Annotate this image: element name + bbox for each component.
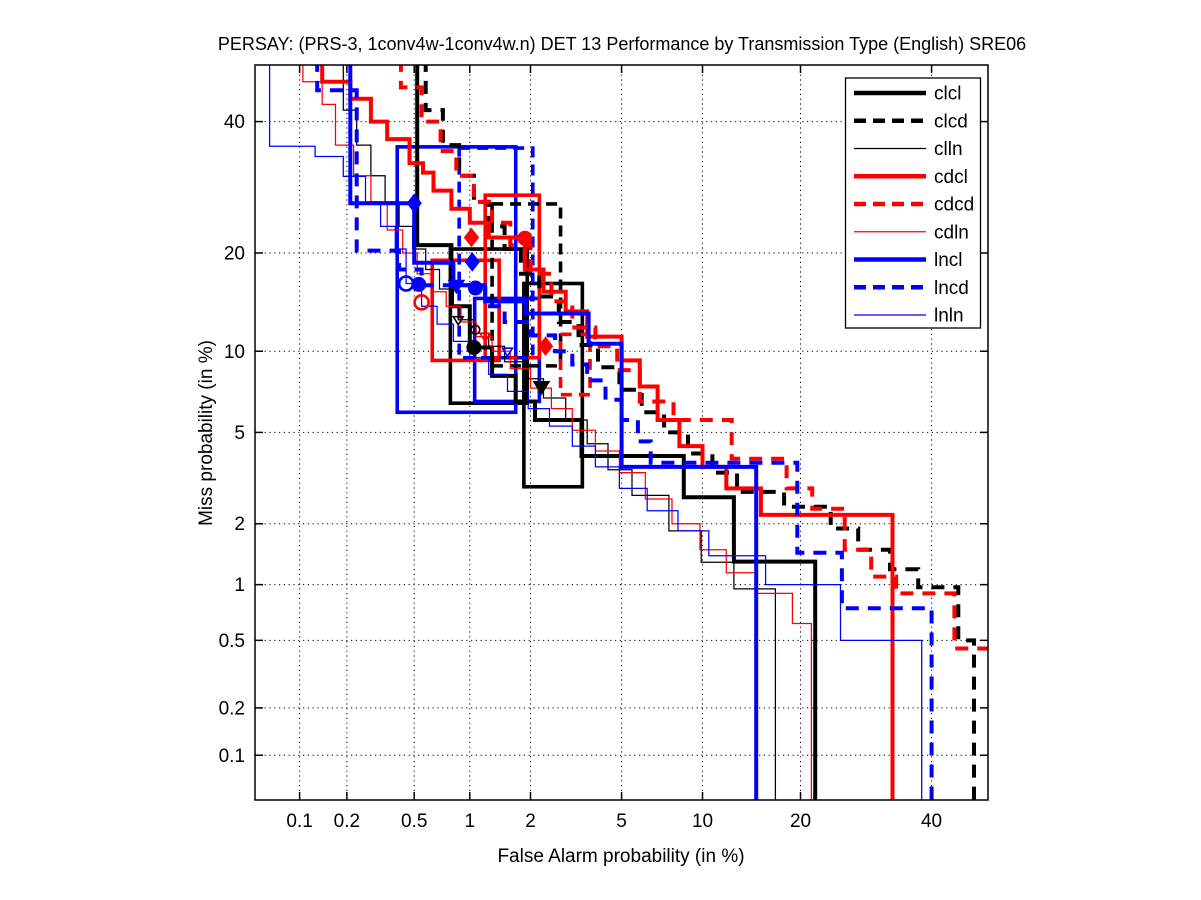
tick-marks bbox=[255, 65, 988, 800]
marker-triangle-12 bbox=[532, 381, 551, 396]
x-tick-label-40: 40 bbox=[921, 811, 942, 832]
y-tick-label-40: 40 bbox=[224, 112, 245, 133]
det-curves bbox=[268, 65, 988, 800]
dcf-box-7 bbox=[558, 332, 592, 397]
dcf-box-4 bbox=[430, 258, 501, 363]
marker-circle-8 bbox=[413, 294, 430, 311]
legend-entry-lncl: lncl bbox=[854, 250, 963, 271]
legend-entry-cdln: cdln bbox=[854, 222, 969, 243]
y-tick-label-2: 2 bbox=[234, 514, 245, 535]
marker-triangle-2 bbox=[447, 279, 466, 295]
legend-entry-lnln: lnln bbox=[854, 306, 964, 327]
x-tick-label-2: 2 bbox=[525, 811, 536, 832]
y-tick-label-0.1: 0.1 bbox=[219, 746, 245, 767]
x-tick-label-0.5: 0.5 bbox=[401, 811, 427, 832]
y-tick-label-1: 1 bbox=[234, 575, 245, 596]
y-tick-label-10: 10 bbox=[224, 342, 245, 363]
det-curve-cdcd bbox=[398, 65, 988, 651]
legend: clcl clcd clln cdcl cdcd cdln lncl lncd lnln bbox=[844, 77, 982, 329]
x-tick-label-20: 20 bbox=[790, 811, 811, 832]
det-curve-lnln bbox=[268, 65, 923, 800]
marker-triangle-14 bbox=[478, 332, 492, 344]
x-tick-label-10: 10 bbox=[692, 811, 713, 832]
legend-label-clln: clln bbox=[934, 139, 963, 160]
legend-label-cdcl: cdcl bbox=[934, 167, 968, 188]
x-tick-label-0.2: 0.2 bbox=[334, 811, 360, 832]
legend-entry-clln: clln bbox=[854, 139, 963, 160]
x-axis-label: False Alarm probability (in %) bbox=[497, 846, 744, 867]
operating-point-markers bbox=[397, 193, 554, 396]
legend-entry-clcd: clcd bbox=[854, 111, 968, 132]
marker-circle-3 bbox=[467, 280, 483, 296]
dcf-box-8 bbox=[457, 146, 535, 360]
x-tick-label-1: 1 bbox=[464, 811, 475, 832]
y-axis-label: Miss probability (in %) bbox=[196, 340, 217, 526]
marker-triangle-15 bbox=[501, 347, 514, 358]
y-tick-label-20: 20 bbox=[224, 243, 245, 264]
legend-label-cdln: cdln bbox=[934, 222, 969, 243]
x-tick-label-5: 5 bbox=[616, 811, 627, 832]
legend-label-clcl: clcl bbox=[934, 84, 961, 105]
y-tick-label-0.5: 0.5 bbox=[219, 631, 245, 652]
det-curve-cdln bbox=[302, 65, 813, 800]
dcf-box-6 bbox=[490, 202, 563, 368]
chart-title: PERSAY: (PRS-3, 1conv4w-1conv4w.n) DET 1… bbox=[218, 34, 1026, 54]
marker-circle-1 bbox=[411, 276, 427, 292]
marker-diamond-9 bbox=[537, 336, 554, 357]
y-tick-label-5: 5 bbox=[234, 423, 245, 444]
legend-label-lncd: lncd bbox=[934, 278, 969, 299]
marker-diamond-6 bbox=[463, 227, 480, 248]
marker-circle-7 bbox=[517, 230, 533, 246]
legend-entry-clcl: clcl bbox=[854, 84, 961, 105]
y-tick-label-0.2: 0.2 bbox=[219, 698, 245, 719]
det-curve-lncd bbox=[315, 65, 934, 800]
legend-entry-lncd: lncd bbox=[854, 278, 969, 299]
legend-entry-cdcl: cdcl bbox=[854, 167, 968, 188]
det-curve-cdcl bbox=[320, 65, 895, 800]
legend-label-lnln: lnln bbox=[934, 306, 964, 327]
tick-labels: 0.1 0.2 0.5 1 2 5 10 20 40 0.1 0.2 0.5 1 2 5 10 20 40 bbox=[219, 112, 943, 832]
plot-area: 0.1 0.2 0.5 1 2 5 10 20 40 0.1 0.2 0.5 1 2 5 10 20 40 clcl… bbox=[219, 64, 989, 832]
legend-label-clcd: clcd bbox=[934, 111, 968, 132]
x-tick-label-0.1: 0.1 bbox=[286, 811, 312, 832]
marker-triangle-11 bbox=[451, 315, 465, 327]
marker-diamond-4 bbox=[406, 193, 422, 214]
legend-label-lncl: lncl bbox=[934, 250, 963, 271]
legend-label-cdcd: cdcd bbox=[934, 195, 974, 216]
marker-diamond-5 bbox=[464, 252, 480, 272]
marker-circle-10 bbox=[466, 339, 482, 355]
marker-circle-13 bbox=[470, 324, 481, 335]
legend-entry-cdcd: cdcd bbox=[854, 195, 974, 216]
